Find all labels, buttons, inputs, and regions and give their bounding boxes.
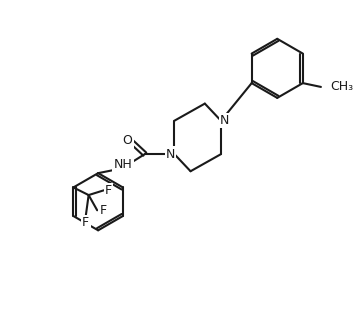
Text: N: N xyxy=(166,148,175,161)
Text: CH₃: CH₃ xyxy=(330,80,354,93)
Text: F: F xyxy=(99,204,107,217)
Text: F: F xyxy=(82,216,89,229)
Text: O: O xyxy=(123,134,133,147)
Text: NH: NH xyxy=(114,158,132,171)
Text: F: F xyxy=(105,184,112,197)
Text: N: N xyxy=(220,114,229,127)
